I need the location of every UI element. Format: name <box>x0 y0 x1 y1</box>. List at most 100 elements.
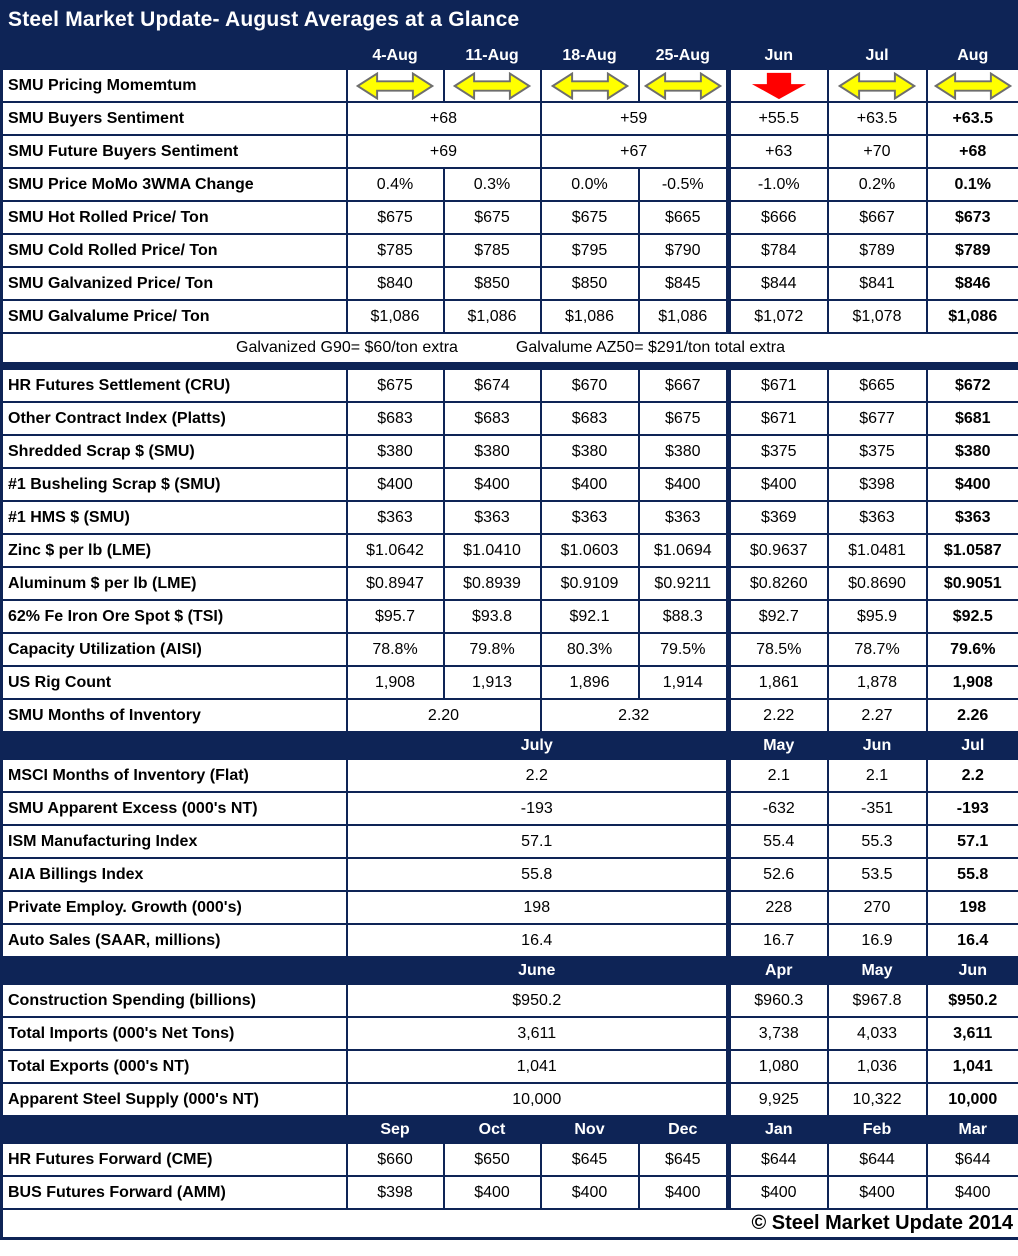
value-cell: $845 <box>637 266 730 301</box>
row-label: Shredded Scrap $ (SMU) <box>0 434 348 469</box>
value-cell: $950.2 <box>345 983 730 1018</box>
value-cell: $681 <box>925 401 1018 436</box>
value-cell: 57.1 <box>925 824 1018 859</box>
value-cell: $675 <box>345 368 445 403</box>
table-row: SMU Buyers Sentiment +68 +59 +55.5 +63.5 +63.… <box>0 101 1018 136</box>
row-label: Aluminum $ per lb (LME) <box>0 566 348 601</box>
column-header: June <box>345 956 730 985</box>
value-cell: $88.3 <box>637 599 730 634</box>
value-cell: 228 <box>726 890 829 925</box>
value-cell: $841 <box>826 266 928 301</box>
value-cell: $967.8 <box>826 983 928 1018</box>
value-cell: +59 <box>539 101 730 136</box>
row-label: BUS Futures Forward (AMM) <box>0 1175 348 1210</box>
value-cell: $645 <box>539 1142 640 1177</box>
value-cell: $380 <box>345 434 445 469</box>
value-cell: 2.22 <box>726 698 829 733</box>
value-cell: $1.0410 <box>442 533 542 568</box>
left-right-arrow-icon <box>452 72 532 100</box>
column-header: Dec <box>637 1115 730 1144</box>
table-row: Apparent Steel Supply (000's NT) 10,000 9,… <box>0 1082 1018 1117</box>
value-cell: 2.2 <box>345 758 730 793</box>
value-cell: $850 <box>539 266 640 301</box>
value-cell: $667 <box>826 200 928 235</box>
value-cell: $0.9637 <box>726 533 829 568</box>
table-row: SMU Apparent Excess (000's NT) -193 -632 -3… <box>0 791 1018 826</box>
value-cell: 1,914 <box>637 665 730 700</box>
value-cell: $0.9211 <box>637 566 730 601</box>
column-header: Jul <box>925 731 1018 760</box>
table-row: ISM Manufacturing Index 57.1 55.4 55.3 57.1 <box>0 824 1018 859</box>
value-cell: $0.8939 <box>442 566 542 601</box>
column-header: Oct <box>442 1115 542 1144</box>
value-cell: 0.4% <box>345 167 445 202</box>
table-row: AIA Billings Index 55.8 52.6 53.5 55.8 <box>0 857 1018 892</box>
value-cell: 53.5 <box>826 857 928 892</box>
row-label: 62% Fe Iron Ore Spot $ (TSI) <box>0 599 348 634</box>
momentum-cell-neutral <box>826 68 928 103</box>
value-cell: $1,086 <box>345 299 445 334</box>
galvalume-extra-note: Galvalume AZ50= $291/ton total extra <box>515 339 785 356</box>
value-cell: $683 <box>345 401 445 436</box>
value-cell: $675 <box>442 200 542 235</box>
table-row: SMU Months of Inventory 2.20 2.32 2.22 2.27 2… <box>0 698 1018 733</box>
value-cell: 16.9 <box>826 923 928 958</box>
value-cell: 10,000 <box>345 1082 730 1117</box>
value-cell: $92.7 <box>726 599 829 634</box>
table-row: SMU Future Buyers Sentiment +69 +67 +63 +70 +… <box>0 134 1018 169</box>
value-cell: $795 <box>539 233 640 268</box>
section-header-spacer <box>0 731 348 760</box>
table-row: MSCI Months of Inventory (Flat) 2.2 2.1 2.1… <box>0 758 1018 793</box>
value-cell: 78.8% <box>345 632 445 667</box>
row-label: HR Futures Forward (CME) <box>0 1142 348 1177</box>
row-label: ISM Manufacturing Index <box>0 824 348 859</box>
value-cell: $844 <box>726 266 829 301</box>
value-cell: $645 <box>637 1142 730 1177</box>
value-cell: 2.2 <box>925 758 1018 793</box>
value-cell: $1,078 <box>826 299 928 334</box>
row-label: #1 HMS $ (SMU) <box>0 500 348 535</box>
value-cell: 2.26 <box>925 698 1018 733</box>
column-header: May <box>826 956 928 985</box>
value-cell: +63.5 <box>826 101 928 136</box>
value-cell: $400 <box>826 1175 928 1210</box>
value-cell: 1,896 <box>539 665 640 700</box>
value-cell: $363 <box>826 500 928 535</box>
table-row: Total Exports (000's NT) 1,041 1,080 1,036 1… <box>0 1049 1018 1084</box>
table-row: Shredded Scrap $ (SMU) $380 $380 $380 $380 $3… <box>0 434 1018 469</box>
value-cell: $400 <box>442 467 542 502</box>
table-row: SMU Hot Rolled Price/ Ton $675 $675 $675 $66… <box>0 200 1018 235</box>
value-cell: +69 <box>345 134 542 169</box>
table-row: Other Contract Index (Platts) $683 $683 $68… <box>0 401 1018 436</box>
value-cell: 0.2% <box>826 167 928 202</box>
momentum-cell-neutral <box>539 68 640 103</box>
row-label: Zinc $ per lb (LME) <box>0 533 348 568</box>
value-cell: 4,033 <box>826 1016 928 1051</box>
value-cell: $785 <box>442 233 542 268</box>
value-cell: 3,611 <box>925 1016 1018 1051</box>
column-header: Mar <box>925 1115 1018 1144</box>
galvanized-extra-note: Galvanized G90= $60/ton extra <box>236 339 458 356</box>
section-header-spacer <box>0 956 348 985</box>
value-cell: -632 <box>726 791 829 826</box>
section-header-row: July May Jun Jul <box>0 731 1018 760</box>
value-cell: $363 <box>539 500 640 535</box>
value-cell: $95.7 <box>345 599 445 634</box>
extras-note-cell: Galvanized G90= $60/ton extra Galvalume A… <box>0 332 1018 364</box>
value-cell: -0.5% <box>637 167 730 202</box>
value-cell: $1.0694 <box>637 533 730 568</box>
table-row: Construction Spending (billions) $950.2 $9… <box>0 983 1018 1018</box>
value-cell: $672 <box>925 368 1018 403</box>
value-cell: 16.4 <box>925 923 1018 958</box>
note-row: Galvanized G90= $60/ton extra Galvalume A… <box>0 332 1018 364</box>
column-header: 4-Aug <box>345 40 445 70</box>
value-cell: 270 <box>826 890 928 925</box>
section-header-spacer <box>0 40 348 70</box>
table-row: #1 HMS $ (SMU) $363 $363 $363 $363 $369 $363 $3… <box>0 500 1018 535</box>
value-cell: $400 <box>637 1175 730 1210</box>
table-row: Total Imports (000's Net Tons) 3,611 3,738… <box>0 1016 1018 1051</box>
value-cell: +70 <box>826 134 928 169</box>
row-label: MSCI Months of Inventory (Flat) <box>0 758 348 793</box>
row-label: Total Imports (000's Net Tons) <box>0 1016 348 1051</box>
